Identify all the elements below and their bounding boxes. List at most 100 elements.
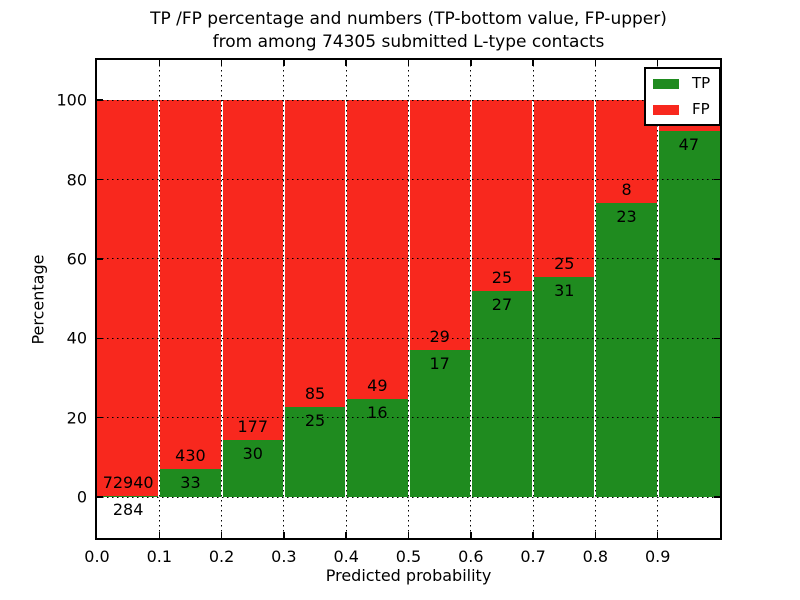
y-tick-label: 60 bbox=[66, 249, 87, 269]
fp-count-label: 25 bbox=[554, 254, 575, 274]
tp-count-label: 16 bbox=[367, 403, 388, 423]
bar-tp bbox=[595, 202, 658, 498]
x-tick-mark bbox=[594, 532, 597, 538]
x-tick-mark-top bbox=[283, 60, 285, 66]
x-tick-mark-top bbox=[407, 60, 410, 66]
tp-count-label: 23 bbox=[616, 206, 637, 226]
x-tick-mark bbox=[532, 532, 534, 538]
x-tick-label: 0.4 bbox=[333, 547, 359, 566]
tp-count-label: 47 bbox=[678, 135, 700, 155]
x-tick-mark-top bbox=[656, 60, 659, 66]
legend-label: FP bbox=[692, 100, 710, 118]
x-tick-label: 0.1 bbox=[146, 547, 173, 566]
bar-tp bbox=[97, 495, 160, 498]
y-tick-mark-right bbox=[714, 496, 720, 498]
gridline-horizontal bbox=[97, 99, 720, 101]
bar-fp bbox=[221, 100, 284, 440]
gridline-vertical bbox=[657, 60, 659, 538]
fp-count-label: 85 bbox=[304, 383, 326, 403]
legend-label: TP bbox=[692, 74, 711, 92]
fp-count-label: 72940 bbox=[102, 472, 154, 492]
y-tick-mark bbox=[97, 99, 103, 101]
fp-count-label: 29 bbox=[429, 327, 450, 347]
chart-title: TP /FP percentage and numbers (TP-bottom… bbox=[97, 8, 720, 54]
x-tick-mark bbox=[345, 532, 347, 538]
x-tick-label: 0.2 bbox=[208, 547, 235, 566]
tp-count-label: 17 bbox=[429, 354, 450, 374]
gridline-horizontal bbox=[97, 258, 720, 260]
x-tick-mark-top bbox=[345, 60, 347, 66]
gridline-horizontal bbox=[97, 417, 720, 419]
bar-tp bbox=[470, 290, 534, 498]
gridline-vertical bbox=[594, 60, 596, 538]
x-tick-mark-top bbox=[470, 60, 472, 66]
fp-count-label: 49 bbox=[367, 376, 388, 396]
y-tick-label: 40 bbox=[66, 328, 87, 348]
bar-tp bbox=[533, 277, 596, 498]
bar-fp bbox=[159, 100, 222, 469]
x-tick-mark-top bbox=[594, 60, 597, 66]
tp-count-label: 27 bbox=[491, 294, 513, 314]
gridline-vertical bbox=[158, 60, 160, 538]
chart-title-line1: TP /FP percentage and numbers (TP-bottom… bbox=[150, 9, 667, 29]
x-tick-label: 0.0 bbox=[84, 547, 110, 566]
y-tick-mark bbox=[97, 416, 103, 419]
x-tick-label: 0.5 bbox=[395, 547, 422, 566]
x-tick-mark bbox=[220, 532, 223, 538]
x-tick-mark bbox=[656, 532, 659, 538]
gridline-vertical bbox=[221, 60, 223, 538]
x-tick-label: 0.6 bbox=[458, 547, 484, 566]
bar-tp bbox=[283, 406, 347, 498]
bar-tp bbox=[657, 131, 720, 498]
legend-swatch-fp bbox=[653, 104, 679, 115]
x-tick-mark bbox=[158, 532, 161, 538]
legend-entry-fp: FP bbox=[653, 102, 710, 117]
x-tick-mark-top bbox=[532, 60, 534, 66]
bar-fp bbox=[533, 100, 596, 278]
x-tick-label: 0.8 bbox=[582, 547, 609, 566]
gridline-vertical bbox=[532, 60, 534, 538]
y-tick-mark-right bbox=[714, 337, 720, 340]
bar-tp bbox=[221, 439, 284, 498]
bar-fp bbox=[470, 100, 534, 291]
fp-count-label: 177 bbox=[237, 416, 269, 436]
y-tick-mark-right bbox=[714, 416, 720, 419]
tp-count-label: 25 bbox=[304, 410, 326, 430]
y-tick-mark bbox=[97, 337, 103, 340]
fp-count-label: 25 bbox=[491, 267, 513, 287]
tp-count-label: 33 bbox=[180, 472, 201, 492]
bar-fp bbox=[283, 100, 347, 407]
y-tick-mark bbox=[97, 496, 103, 498]
x-tick-label: 0.7 bbox=[520, 547, 546, 566]
legend: TP FP bbox=[644, 67, 722, 126]
tp-count-label: 30 bbox=[242, 443, 263, 463]
bar-fp bbox=[408, 100, 471, 351]
y-tick-mark-right bbox=[714, 258, 720, 260]
bar-fp bbox=[346, 100, 409, 400]
gridline-vertical bbox=[408, 60, 409, 538]
x-tick-mark-top bbox=[220, 60, 223, 66]
legend-swatch-tp bbox=[653, 78, 679, 89]
y-tick-label: 80 bbox=[66, 170, 87, 189]
bar-tp bbox=[346, 399, 409, 498]
y-tick-label: 100 bbox=[56, 90, 87, 110]
x-tick-mark bbox=[470, 532, 472, 538]
gridline-horizontal bbox=[97, 179, 720, 180]
gridline-horizontal bbox=[97, 337, 720, 339]
y-tick-label: 0 bbox=[76, 487, 87, 507]
y-tick-mark-right bbox=[714, 178, 720, 181]
chart-title-line2: from among 74305 submitted L-type contac… bbox=[212, 32, 605, 52]
legend-entry-tp: TP bbox=[653, 76, 710, 91]
x-tick-mark bbox=[407, 532, 410, 538]
x-tick-label: 0.3 bbox=[271, 547, 297, 566]
x-axis-label: Predicted probability bbox=[325, 566, 492, 585]
y-tick-label: 20 bbox=[66, 408, 87, 428]
gridline-vertical bbox=[283, 60, 285, 538]
tp-count-label: 284 bbox=[112, 499, 144, 519]
bar-tp bbox=[159, 468, 222, 498]
y-axis-label: Percentage bbox=[28, 254, 48, 345]
y-tick-mark bbox=[97, 178, 103, 181]
gridline-vertical bbox=[345, 60, 347, 538]
x-tick-mark bbox=[283, 532, 285, 538]
